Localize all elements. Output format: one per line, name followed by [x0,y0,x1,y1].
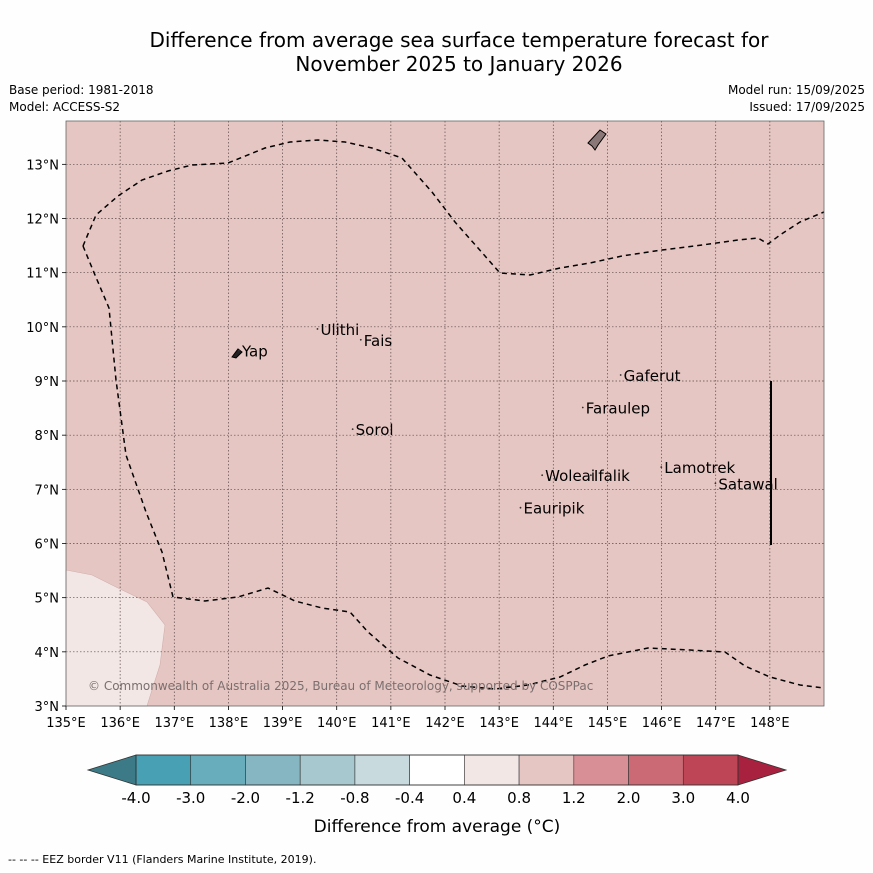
meta-left: Base period: 1981-2018 Model: ACCESS-S2 [9,82,154,116]
x-tick-label: 136°E [100,716,140,731]
atoll-marker [519,506,522,509]
issued-date: Issued: 17/09/2025 [749,100,865,114]
colorbar-bin [682,754,739,786]
eez-border-west [82,245,825,690]
colorbar-bin [245,754,301,786]
atoll-marker [581,406,584,409]
y-axis-ticks: 3°N 4°N 5°N 6°N 7°N 8°N 9°N 10°N 11°N 12°N 13°N [26,158,66,715]
model-name: Model: ACCESS-S2 [9,100,121,114]
y-tick-label: 3°N [35,700,60,715]
place-label: Ifalik [594,467,630,485]
colorbar-bin [135,754,192,786]
colorbar-bin [573,754,629,786]
colorbar-bin [354,754,410,786]
x-tick-label: 137°E [155,716,195,731]
colorbar-tick-label: 4.0 [726,789,750,807]
x-tick-label: 143°E [479,716,519,731]
y-tick-label: 13°N [26,158,59,173]
colorbar-tick-label: 3.0 [671,789,695,807]
colorbar-tick-label: 1.2 [562,789,586,807]
colorbar-tick-label: -4.0 [121,789,150,807]
base-period: Base period: 1981-2018 [9,83,154,97]
place-labels: Yap Ulithi Fais Sorol Gaferut Faraulep Lamotre… [238,321,778,518]
colorbar-tick-labels: -4.0 -3.0 -2.0 -1.2 -0.8 -0.4 0.4 0.8 1.2 2.0 3.0 4… [121,789,750,807]
y-tick-label: 5°N [35,592,60,607]
colorbar-bin [628,754,684,786]
colorbar-bin [409,754,465,786]
place-label: Woleai [545,467,595,485]
atoll-marker [351,428,354,431]
atoll-marker [238,349,240,352]
title-line-1: Difference from average sea surface temp… [149,28,769,52]
colorbar-tick-label: -1.2 [286,789,315,807]
colorbar-tick-label: -3.0 [176,789,205,807]
x-axis-ticks: 135°E 136°E 137°E 138°E 139°E 140°E 141°E 142°E… [46,706,790,731]
eez-border-main [82,139,825,276]
colorbar-tick-label: -0.4 [395,789,424,807]
y-tick-label: 12°N [26,213,59,228]
colorbar: -4.0 -3.0 -2.0 -1.2 -0.8 -0.4 0.4 0.8 1.2 2.0 3.0 4… [86,754,788,837]
colorbar-tick-label: -0.8 [340,789,369,807]
atoll-marker [660,466,663,468]
chart-title: Difference from average sea surface temp… [40,28,873,76]
place-label: Sorol [356,421,394,439]
x-tick-label: 147°E [696,716,736,731]
copyright-notice: © Commonwealth of Australia 2025, Bureau… [88,679,593,693]
y-tick-label: 11°N [26,267,59,282]
colorbar-frame [135,754,739,786]
guam-island [587,129,607,151]
atoll-marker [316,328,319,330]
atoll-marker [359,338,362,341]
colorbar-tick-label: 2.0 [617,789,641,807]
colorbar-under-arrow [86,754,137,786]
y-tick-label: 7°N [35,483,60,498]
place-label: Faraulep [586,400,650,418]
colorbar-label: Difference from average (°C) [314,817,561,837]
map-layer: Yap Ulithi Fais Sorol Gaferut Faraulep Lamotre… [26,120,825,731]
model-run: Model run: 15/09/2025 [727,83,865,97]
place-label: Ulithi [320,321,359,339]
place-label: Fais [364,332,393,350]
x-tick-label: 148°E [750,716,790,731]
x-tick-label: 142°E [425,716,465,731]
x-tick-label: 146°E [642,716,682,731]
x-tick-label: 145°E [588,716,628,731]
colorbar-tick-label: 0.8 [507,789,531,807]
atoll-marker [541,474,544,477]
place-label: Eauripik [524,500,585,518]
meta-right: Model run: 15/09/2025 Issued: 17/09/2025 [728,82,865,116]
y-tick-label: 9°N [35,375,60,390]
colorbar-bins [135,754,739,786]
x-tick-label: 138°E [209,716,249,731]
footer-note: -- -- -- EEZ border V11 (Flanders Marine… [8,853,317,866]
y-tick-label: 8°N [35,429,60,444]
colorbar-bin [299,754,356,786]
place-label: Gaferut [624,367,681,385]
colorbar-bin [518,754,575,786]
colorbar-bin [190,754,246,786]
colorbar-tick-label: 0.4 [452,789,476,807]
place-label: Lamotrek [664,459,735,477]
title-line-2: November 2025 to January 2026 [295,52,623,76]
place-label: Satawal [718,475,777,493]
y-tick-label: 4°N [35,646,60,661]
x-tick-label: 140°E [317,716,357,731]
atoll-marker [589,474,592,477]
colorbar-tick-label: -2.0 [231,789,260,807]
place-label: Yap [241,343,268,361]
colorbar-bin [464,754,520,786]
x-tick-label: 141°E [371,716,411,731]
x-tick-label: 139°E [263,716,303,731]
y-tick-label: 10°N [26,321,59,336]
y-tick-label: 6°N [35,538,60,553]
x-tick-label: 144°E [534,716,574,731]
colorbar-over-arrow [737,754,788,786]
atoll-marker [714,482,717,485]
x-tick-label: 135°E [46,716,86,731]
atoll-marker [619,374,622,376]
